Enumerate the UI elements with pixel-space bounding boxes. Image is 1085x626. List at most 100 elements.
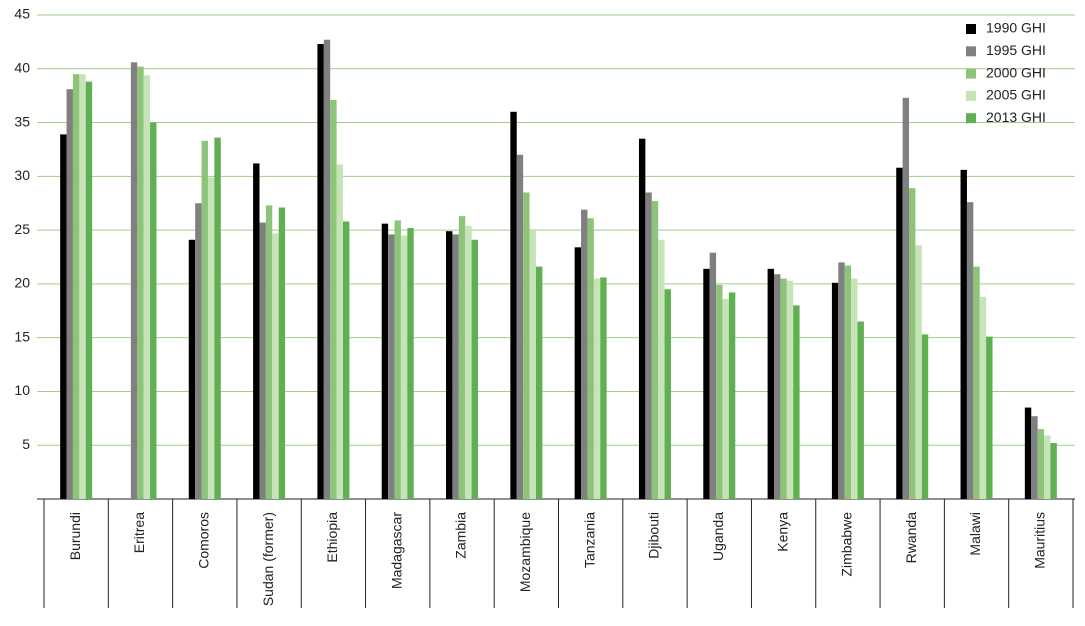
bar: [986, 336, 993, 499]
bar: [1044, 435, 1051, 499]
bar: [831, 282, 839, 499]
x-tick-label: Tanzania: [581, 512, 597, 568]
bar: [703, 268, 710, 499]
x-tick-label: Madagascar: [388, 512, 404, 589]
bar: [1037, 429, 1045, 499]
bar: [130, 62, 138, 500]
x-tick-label: Rwanda: [903, 512, 919, 564]
bar: [465, 225, 472, 499]
x-tick-label: Comoros: [195, 512, 211, 569]
bar: [79, 74, 86, 500]
bar: [979, 296, 987, 499]
x-tick-label: Eritrea: [131, 512, 147, 553]
bar: [150, 122, 157, 500]
bar: [915, 245, 922, 499]
x-tick-label: Kenya: [774, 512, 790, 552]
x-tick-label: Uganda: [710, 512, 726, 561]
bar: [317, 44, 324, 499]
bar: [773, 274, 781, 499]
bar: [973, 266, 980, 499]
bar: [259, 222, 266, 500]
bar: [767, 268, 774, 499]
legend-label: 2005 GHI: [986, 87, 1046, 103]
bar: [458, 216, 466, 499]
x-tick-label: Zimbabwe: [839, 512, 855, 577]
bar: [600, 277, 607, 499]
bar: [72, 74, 80, 500]
y-tick-label: 10: [14, 382, 30, 398]
bar: [902, 97, 910, 499]
bar: [896, 167, 903, 499]
legend-swatch: [966, 46, 976, 57]
y-tick-label: 40: [14, 59, 30, 75]
bar: [272, 233, 279, 500]
bar: [452, 234, 459, 499]
bar: [581, 209, 588, 500]
bar: [921, 334, 929, 499]
bar: [278, 207, 286, 499]
bar: [85, 81, 93, 499]
y-tick-label: 35: [14, 113, 30, 129]
bar: [381, 223, 389, 499]
bar: [709, 252, 717, 499]
x-tick-label: Mauritius: [1032, 512, 1048, 569]
bar: [793, 305, 800, 499]
bar: [516, 154, 524, 500]
legend-label: 1995 GHI: [986, 42, 1046, 58]
bar: [587, 218, 594, 499]
bar: [664, 289, 671, 499]
bar: [265, 205, 273, 499]
bar: [207, 177, 215, 500]
bar: [214, 137, 221, 499]
bar: [960, 169, 967, 499]
bar: [407, 227, 414, 499]
bar: [471, 239, 479, 499]
bar: [638, 138, 646, 499]
x-tick-label: Ethiopia: [324, 512, 340, 563]
bar: [60, 134, 67, 500]
bar: [844, 265, 852, 499]
bar: [786, 280, 794, 499]
bar: [658, 239, 665, 499]
bar: [728, 292, 736, 499]
bar: [909, 188, 916, 500]
bar: [1031, 416, 1038, 499]
bar: [1024, 407, 1032, 499]
x-tick-label: Mozambique: [517, 512, 533, 592]
bar: [857, 321, 864, 499]
bar: [143, 75, 151, 499]
legend-label: 2013 GHI: [986, 109, 1046, 125]
bar: [188, 239, 196, 499]
bar: [400, 235, 408, 499]
bar: [838, 262, 845, 499]
y-tick-label: 15: [14, 328, 30, 344]
x-tick-label: Sudan (former): [260, 512, 276, 606]
bar: [574, 247, 582, 499]
legend-swatch: [966, 24, 976, 34]
legend-swatch: [966, 113, 976, 124]
bar: [851, 278, 858, 499]
bar: [716, 284, 723, 499]
y-tick-label: 5: [22, 436, 30, 452]
legend-label: 1990 GHI: [986, 20, 1046, 36]
x-tick-label: Burundi: [67, 512, 83, 560]
bar: [446, 231, 453, 500]
bar: [336, 164, 344, 499]
bar: [510, 111, 517, 500]
bar: [137, 66, 144, 500]
y-tick-label: 20: [14, 275, 30, 291]
bar: [645, 192, 652, 499]
bar: [523, 192, 530, 499]
bar: [593, 278, 601, 499]
legend-swatch: [966, 90, 976, 101]
bar: [195, 203, 202, 499]
bar: [343, 221, 350, 500]
y-tick-label: 30: [14, 167, 30, 183]
bar: [388, 234, 395, 499]
bar: [535, 266, 543, 499]
bar: [394, 220, 401, 500]
x-tick-label: Djibouti: [646, 512, 662, 559]
bar: [966, 202, 974, 499]
bar: [780, 278, 787, 499]
